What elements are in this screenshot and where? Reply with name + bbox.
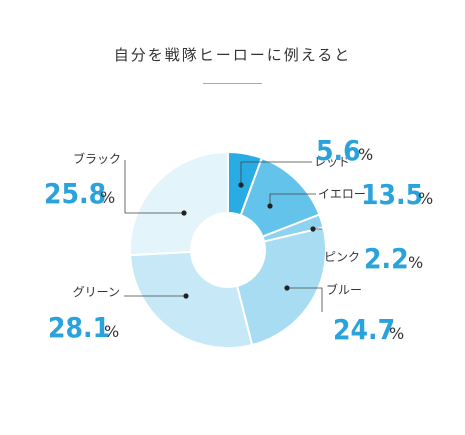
unit-label-blue: %: [389, 324, 404, 343]
category-label-blue: ブルー: [326, 282, 362, 297]
category-label-red: レッド: [314, 155, 350, 169]
chart-title: 自分を戦隊ヒーローに例えると: [113, 46, 352, 64]
unit-label-red: %: [358, 145, 373, 164]
unit-label-green: %: [104, 322, 119, 341]
unit-label-yellow: %: [418, 189, 433, 208]
category-label-green: グリーン: [73, 285, 120, 299]
leader-line-yellow: [269, 193, 316, 206]
leader-dot-yellow: [267, 203, 273, 209]
unit-label-pink: %: [408, 253, 423, 272]
leader-line-blue: [287, 287, 323, 312]
category-label-pink: ピンク: [324, 250, 360, 264]
leader-dot-blue: [284, 285, 290, 291]
unit-label-black: %: [100, 188, 115, 207]
value-label-black: 25.8: [44, 177, 106, 210]
leaders-group: [124, 160, 323, 312]
leader-line-black: [124, 160, 184, 214]
value-label-red: 5.6: [316, 134, 361, 167]
category-label-black: ブラック: [73, 151, 121, 166]
leader-line-red: [240, 161, 312, 185]
leader-dot-green: [183, 293, 189, 299]
value-label-yellow: 13.5: [361, 178, 423, 211]
leader-dot-red: [238, 182, 244, 188]
value-label-blue: 24.7: [333, 313, 395, 346]
leader-dot-black: [181, 210, 187, 216]
leader-dot-pink: [310, 226, 316, 232]
category-label-yellow: イエロー: [318, 187, 366, 201]
title-underline: [203, 83, 262, 84]
value-label-pink: 2.2: [364, 242, 409, 275]
donut-hole: [190, 212, 266, 288]
value-label-green: 28.1: [48, 311, 110, 344]
